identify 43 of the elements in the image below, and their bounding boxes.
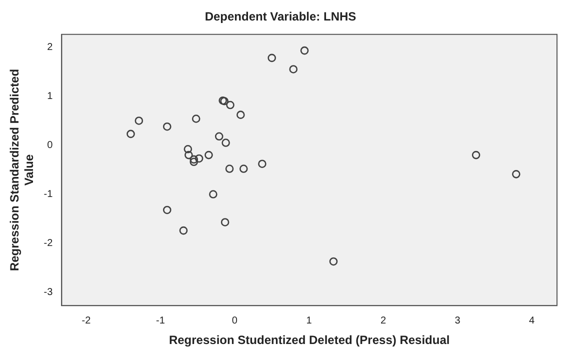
point [220,218,230,226]
x-tick-label: 2 [380,315,386,326]
x-tick-label: -1 [156,315,166,326]
point [236,110,245,119]
x-axis-title: Regression Studentized Deleted (Press) Residual [168,333,450,348]
point [162,206,172,214]
point [226,100,234,110]
point [162,122,172,131]
point [258,160,266,168]
point [184,150,193,160]
y-tick-label: 0 [47,140,54,151]
point [192,114,200,123]
x-tick-label: 3 [454,315,461,326]
point [225,164,234,173]
y-tick-label: -1 [44,189,54,200]
point [134,116,144,125]
y-axis-title: Regression Standardized Predicted Value [8,68,36,272]
point [329,257,338,266]
point [214,132,224,141]
x-tick-label: 4 [528,315,535,326]
point [190,155,198,164]
y-tick-label: -2 [44,238,54,250]
point [184,145,192,154]
point [179,226,188,235]
point [300,46,309,55]
point [512,170,520,178]
point [222,138,230,147]
point [126,130,135,138]
point [239,164,248,173]
point [194,154,204,163]
y-tick-label: 1 [47,90,54,102]
point [209,190,218,198]
point [204,150,213,160]
point [289,65,298,74]
x-tick-label: 0 [232,315,238,326]
point [268,54,276,62]
chart-title: Dependent Variable: LNHS [204,10,356,24]
x-tick-label: 1 [306,315,312,326]
x-tick-label: -2 [82,315,92,326]
y-tick-label: 2 [47,42,54,53]
y-tick-label: -3 [44,287,54,298]
point [190,158,198,166]
point [472,150,480,160]
